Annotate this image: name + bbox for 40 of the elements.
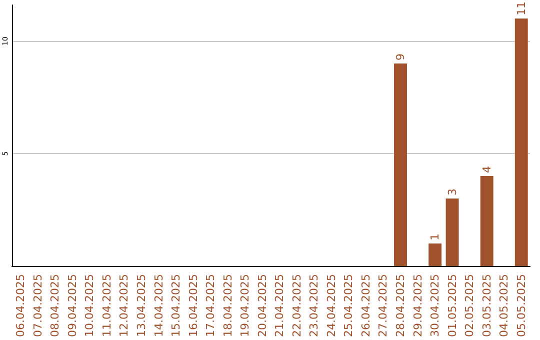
x-tick-label: 08.04.2025: [48, 274, 62, 338]
x-tick-label: 01.05.2025: [446, 274, 459, 338]
x-tick-label: 15.04.2025: [170, 274, 183, 338]
data-label: 9: [394, 54, 407, 61]
x-tick-label: 09.04.2025: [66, 274, 79, 338]
x-tick-label: 11.04.2025: [100, 274, 114, 338]
x-tick-label: 13.04.2025: [135, 274, 148, 338]
x-tick-label: 22.04.2025: [290, 274, 304, 338]
data-label: 11: [514, 2, 528, 16]
bar: [446, 198, 459, 266]
x-tick-label: 05.05.2025: [514, 274, 528, 338]
bar: [514, 18, 528, 266]
x-tick-label: 03.05.2025: [480, 274, 494, 338]
data-label: 1: [428, 234, 442, 241]
x-tick-label: 30.04.2025: [428, 274, 442, 338]
x-tick-label: 20.04.2025: [256, 274, 269, 338]
bar: [480, 176, 494, 266]
x-tick-label: 12.04.2025: [118, 274, 131, 338]
x-tick-label: 14.04.2025: [152, 274, 166, 338]
x-tick-label: 29.04.2025: [411, 274, 424, 338]
x-tick-label: 04.05.2025: [498, 274, 511, 338]
x-tick-label: 24.04.2025: [324, 274, 338, 338]
x-tick-label: 26.04.2025: [359, 274, 372, 338]
x-tick-label: 07.04.2025: [31, 274, 44, 338]
x-tick-label: 27.04.2025: [376, 274, 390, 338]
x-tick-label: 17.04.2025: [204, 274, 218, 338]
data-label: 3: [446, 188, 459, 196]
data-label: 4: [480, 166, 494, 174]
x-tick-label: 06.04.2025: [14, 274, 28, 338]
x-tick-label: 18.04.2025: [221, 274, 234, 338]
x-tick-label: 28.04.2025: [394, 274, 407, 338]
x-tick-label: 10.04.2025: [83, 274, 96, 338]
x-tick-label: 21.04.2025: [273, 274, 286, 338]
x-tick-label: 02.05.2025: [463, 274, 476, 338]
x-tick-label: 25.04.2025: [342, 274, 356, 338]
bar: [428, 244, 442, 266]
x-tick-label: 19.04.2025: [238, 274, 252, 338]
x-tick-label: 16.04.2025: [186, 274, 200, 338]
x-tick-label: 23.04.2025: [308, 274, 321, 338]
bar: [394, 64, 407, 266]
